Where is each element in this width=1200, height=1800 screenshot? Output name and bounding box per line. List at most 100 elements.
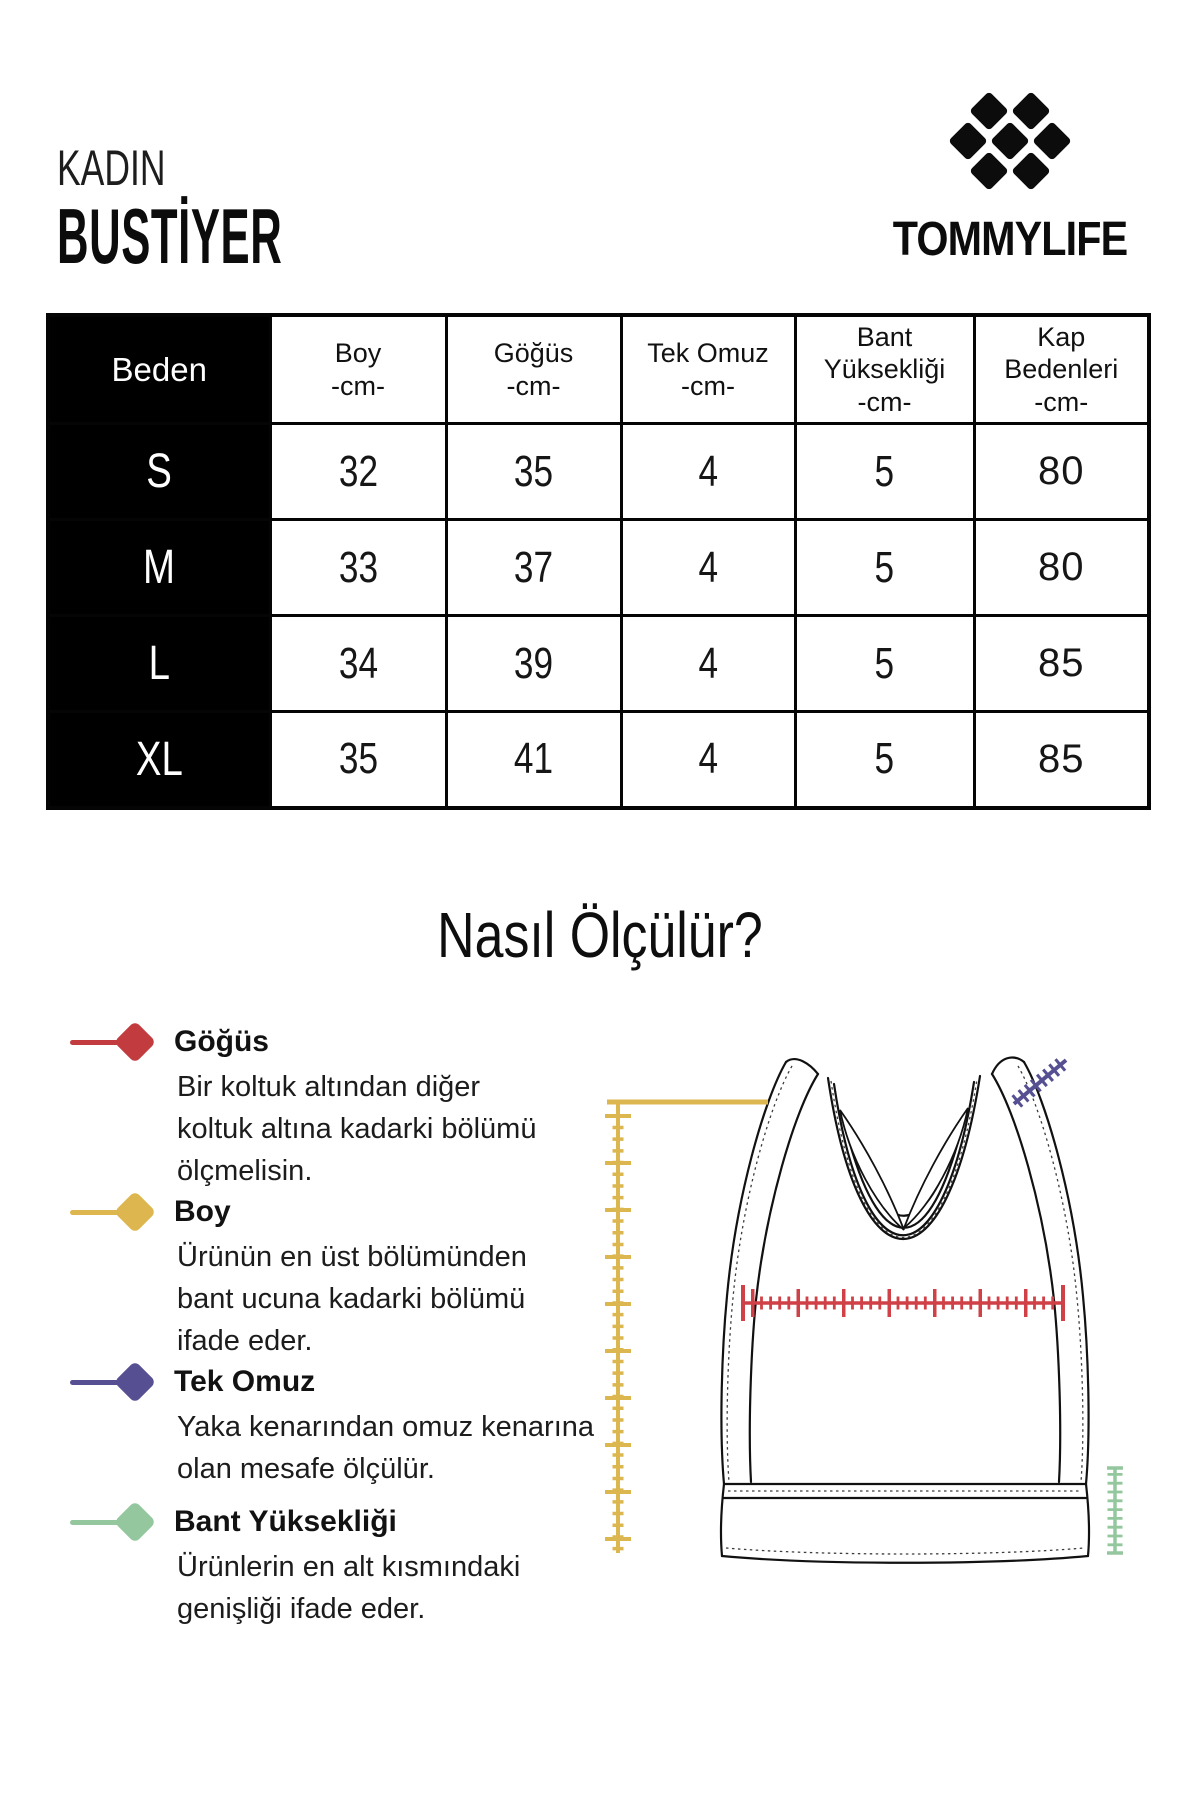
table-cell: 33 xyxy=(268,518,448,618)
table-cell: 4 xyxy=(619,710,797,810)
table-cell: 4 xyxy=(619,518,797,618)
desc-line: Ürünün en üst bölümünden xyxy=(177,1241,527,1273)
legend-marker-row: Bant Yüksekliği xyxy=(70,1500,590,1544)
heading-text: Nasıl Ölçülür? xyxy=(437,899,763,971)
size-cell: L xyxy=(46,614,272,714)
cell-value: 32 xyxy=(338,446,378,496)
size-cell: XL xyxy=(46,710,272,810)
how-to-measure-heading: Nasıl Ölçülür? xyxy=(0,899,1200,971)
measurement-diagram xyxy=(605,1056,1123,1564)
col-header-bant-yuksekligi: Bant Yüksekliği -cm- xyxy=(793,313,976,426)
table-cell: 85 xyxy=(972,710,1151,810)
tommylife-diamond-grid-icon xyxy=(949,92,1071,190)
col-unit: -cm- xyxy=(506,370,561,401)
col-header-boy: Boy -cm- xyxy=(268,313,448,426)
table-cell: 41 xyxy=(444,710,623,810)
size-cell: M xyxy=(46,518,272,618)
col-header-kap-bedenleri: Kap Bedenleri -cm- xyxy=(972,313,1151,426)
desc-line: ifade eder. xyxy=(177,1325,313,1357)
table-cell: 39 xyxy=(444,614,623,714)
gogus-ruler-icon xyxy=(741,1285,1065,1321)
table-cell: 4 xyxy=(619,422,797,522)
cell-value: 5 xyxy=(874,638,895,688)
diamond-icon xyxy=(113,1360,157,1404)
desc-line: ölçmelisin. xyxy=(177,1155,313,1187)
cell-value: 35 xyxy=(513,446,554,496)
tek-omuz-ruler-icon xyxy=(1011,1056,1069,1108)
diamond-icon xyxy=(113,1500,157,1544)
cell-value: 4 xyxy=(698,446,718,496)
table-row-s: S 32 35 4 5 80 xyxy=(46,422,1151,522)
legend-description: Bir koltuk altından diğer koltuk altına … xyxy=(177,1066,590,1192)
brand-title-block: KADIN BUSTİYER xyxy=(57,142,459,276)
sports-bra-line-drawing xyxy=(719,1056,1091,1564)
table-row-l: L 34 39 4 5 85 xyxy=(46,614,1151,714)
col-unit: -cm- xyxy=(857,386,912,417)
desc-line: genişliği ifade eder. xyxy=(177,1593,426,1625)
col-unit: -cm- xyxy=(681,370,735,401)
cell-value: 5 xyxy=(874,446,895,496)
marker-line xyxy=(70,1209,126,1215)
table-cell: 80 xyxy=(972,518,1151,618)
col-label: Tek Omuz xyxy=(647,338,769,369)
table-cell: 4 xyxy=(619,614,797,714)
legend-item-bant-yuksekligi: Bant Yüksekliği Ürünlerin en alt kısmınd… xyxy=(70,1500,590,1630)
category-title: KADIN xyxy=(57,140,166,196)
size-value: L xyxy=(148,637,170,691)
cell-value: 34 xyxy=(338,638,378,688)
desc-line: olan mesafe ölçülür. xyxy=(177,1453,435,1485)
brand-name: TOMMYLIFE xyxy=(892,213,1128,266)
product-title: BUSTİYER xyxy=(57,192,283,280)
diamond-icon xyxy=(113,1020,157,1064)
table-cell: 32 xyxy=(268,422,448,522)
table-corner-beden: Beden xyxy=(46,313,272,426)
desc-line: Bir koltuk altından diğer xyxy=(177,1071,481,1103)
table-cell: 5 xyxy=(793,518,976,618)
table-cell: 37 xyxy=(444,518,623,618)
cell-value: 85 xyxy=(1038,641,1085,686)
table-cell: 5 xyxy=(793,614,976,714)
cell-value: 33 xyxy=(338,542,378,592)
table-cell: 35 xyxy=(444,422,623,522)
legend-item-boy: Boy Ürünün en üst bölümünden bant ucuna … xyxy=(70,1190,590,1362)
size-value: M xyxy=(143,541,176,595)
cell-value: 4 xyxy=(698,734,718,784)
col-label: Göğüs xyxy=(493,338,574,369)
legend-label: Bant Yüksekliği xyxy=(174,1505,397,1538)
table-row-xl: XL 35 41 4 5 85 xyxy=(46,710,1151,810)
marker-line xyxy=(70,1039,126,1045)
col-header-gogus: Göğüs -cm- xyxy=(444,313,623,426)
col-label: Bant Yüksekliği xyxy=(823,322,946,385)
table-cell: 34 xyxy=(268,614,448,714)
table-cell: 80 xyxy=(972,422,1151,522)
marker-line xyxy=(70,1379,126,1385)
legend-description: Ürünün en üst bölümünden bant ucuna kada… xyxy=(177,1236,590,1362)
desc-line: bant ucuna kadarki bölümü xyxy=(177,1283,526,1315)
cell-value: 5 xyxy=(874,542,895,592)
cell-value: 37 xyxy=(513,542,554,592)
legend-description: Ürünlerin en alt kısmındaki genişliği if… xyxy=(177,1546,590,1630)
desc-line: Ürünlerin en alt kısmındaki xyxy=(177,1551,521,1583)
legend-marker-row: Boy xyxy=(70,1190,590,1234)
table-row-m: M 33 37 4 5 80 xyxy=(46,518,1151,618)
cell-value: 80 xyxy=(1038,449,1085,494)
legend-marker-row: Göğüs xyxy=(70,1020,590,1064)
diamond-icon xyxy=(113,1190,157,1234)
table-header-row: Beden Boy -cm- Göğüs -cm- Tek Omuz -cm- … xyxy=(46,313,1151,426)
table-cell: 5 xyxy=(793,422,976,522)
col-header-tek-omuz: Tek Omuz -cm- xyxy=(619,313,797,426)
col-label: Boy xyxy=(334,338,382,369)
desc-line: koltuk altına kadarki bölümü xyxy=(177,1113,537,1145)
col-unit: -cm- xyxy=(331,370,385,401)
cell-value: 41 xyxy=(513,734,554,784)
cell-value: 4 xyxy=(698,638,718,688)
legend-item-tek-omuz: Tek Omuz Yaka kenarından omuz kenarına o… xyxy=(70,1360,594,1490)
legend-description: Yaka kenarından omuz kenarına olan mesaf… xyxy=(177,1406,594,1490)
legend-marker-row: Tek Omuz xyxy=(70,1360,590,1404)
boy-ruler-icon xyxy=(605,1099,768,1553)
legend-item-gogus: Göğüs Bir koltuk altından diğer koltuk a… xyxy=(70,1020,590,1192)
cell-value: 35 xyxy=(338,734,378,784)
col-unit: -cm- xyxy=(1034,386,1089,417)
legend-label: Tek Omuz xyxy=(174,1365,316,1398)
